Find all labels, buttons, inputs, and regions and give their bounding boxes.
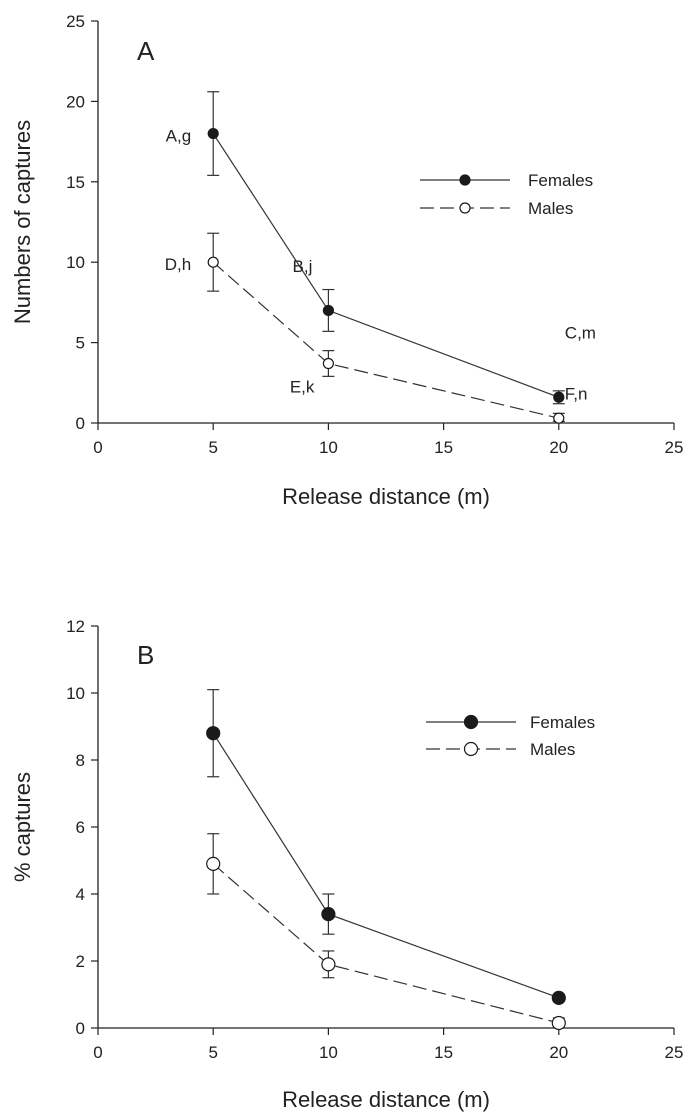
x-axis-title: Release distance (m): [282, 1087, 490, 1112]
legend-label: Males: [528, 199, 573, 218]
series-line-females: [212, 133, 560, 398]
x-tick-label: 15: [434, 438, 453, 457]
x-tick-label: 20: [549, 438, 568, 457]
data-point-females: [553, 391, 565, 403]
significance-label: D,h: [165, 255, 191, 274]
y-tick-label: 8: [76, 751, 85, 770]
significance-label: A,g: [166, 127, 192, 146]
x-tick-label: 20: [549, 1043, 568, 1062]
y-tick-label: 25: [66, 12, 85, 31]
data-point-males: [551, 1015, 566, 1031]
y-tick-label: 12: [66, 617, 85, 636]
data-point-females: [206, 726, 221, 741]
legend-marker: [463, 714, 479, 730]
legend-label: Females: [528, 171, 593, 190]
y-tick-label: 15: [66, 173, 85, 192]
legend-marker: [459, 202, 471, 214]
y-axis-title: Numbers of captures: [10, 120, 35, 324]
y-tick-label: 10: [66, 253, 85, 272]
y-tick-label: 0: [76, 414, 85, 433]
x-tick-label: 5: [208, 1043, 217, 1062]
y-tick-label: 2: [76, 952, 85, 971]
series-line-males: [212, 863, 559, 1024]
data-point-females: [322, 304, 334, 317]
y-tick-label: 5: [76, 334, 85, 353]
x-tick-label: 15: [434, 1043, 453, 1062]
y-tick-label: 4: [76, 885, 85, 904]
panel-label: A: [137, 36, 155, 66]
data-point-males: [553, 412, 565, 424]
data-point-females: [207, 127, 219, 140]
x-tick-label: 25: [665, 1043, 684, 1062]
chart-panel-A: 0 5 10 15 20 25 0 5 10 15 20 25 Release distance (m)…: [10, 12, 683, 509]
y-tick-label: 6: [76, 818, 85, 837]
x-axis-title: Release distance (m): [282, 484, 490, 509]
y-tick-label: 20: [66, 92, 85, 111]
y-tick-label: 10: [66, 684, 85, 703]
y-tick-label: 0: [76, 1019, 85, 1038]
legend-marker: [463, 741, 479, 757]
data-point-females: [321, 906, 336, 922]
x-tick-label: 10: [319, 438, 338, 457]
data-point-females: [551, 990, 566, 1005]
series-line-males: [212, 261, 559, 419]
data-point-males: [322, 357, 334, 370]
y-axis-title: % captures: [10, 772, 35, 882]
panel-label: B: [137, 640, 154, 670]
series-line-females: [212, 732, 560, 999]
data-point-males: [321, 957, 336, 972]
significance-label: F,n: [565, 384, 588, 403]
legend-marker: [459, 174, 471, 186]
x-tick-label: 5: [208, 438, 217, 457]
x-tick-label: 0: [93, 438, 102, 457]
x-tick-label: 10: [319, 1043, 338, 1062]
significance-label: C,m: [565, 324, 596, 343]
chart-panel-B: 0 5 10 15 20 25 0 2 4 6 8 10 12 Release distance (m)%…: [10, 617, 683, 1112]
significance-label: B,j: [293, 257, 313, 276]
legend-label: Males: [530, 740, 575, 759]
significance-label: E,k: [290, 377, 315, 396]
data-point-males: [207, 256, 219, 268]
x-tick-label: 25: [665, 438, 684, 457]
x-tick-label: 0: [93, 1043, 102, 1062]
legend-label: Females: [530, 713, 595, 732]
data-point-males: [206, 856, 221, 871]
